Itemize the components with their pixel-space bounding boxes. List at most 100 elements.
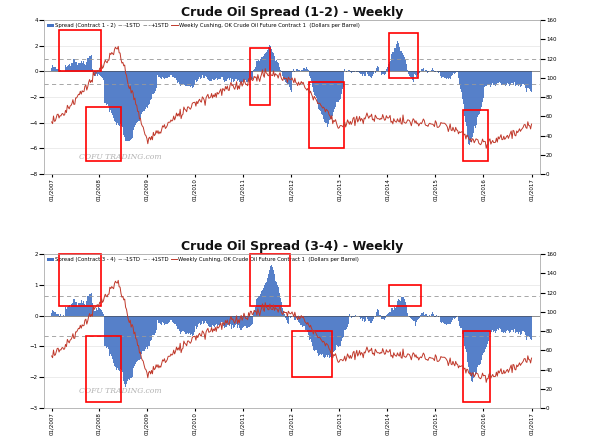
Bar (259, 61, 260, 71)
Bar (284, 71, 285, 80)
Bar (274, 56, 275, 71)
Bar (321, 71, 322, 114)
Bar (257, 298, 258, 316)
Bar (410, 316, 411, 318)
Bar (283, 311, 284, 316)
Bar (421, 313, 422, 316)
Bar (351, 316, 352, 318)
Bar (342, 71, 343, 89)
Bar (467, 316, 468, 362)
Bar (455, 316, 456, 318)
Bar (255, 65, 257, 71)
Bar (415, 71, 417, 74)
Bar (327, 316, 329, 355)
Bar (372, 316, 373, 322)
Bar (457, 71, 458, 72)
Bar (187, 316, 188, 333)
Bar (153, 71, 154, 94)
Bar (122, 71, 123, 127)
Bar (427, 71, 428, 73)
Bar (261, 291, 262, 316)
Bar (427, 316, 428, 318)
Bar (172, 316, 173, 322)
Bar (94, 71, 96, 76)
Bar (382, 316, 383, 319)
Bar (268, 47, 270, 71)
Bar (293, 69, 294, 71)
Bar (352, 71, 353, 72)
Bar (228, 71, 229, 78)
Bar (138, 316, 139, 360)
Bar (475, 316, 476, 375)
Bar (280, 298, 281, 316)
Bar (385, 316, 386, 318)
Bar (63, 315, 64, 316)
Bar (60, 314, 61, 316)
Bar (431, 70, 432, 71)
Bar (460, 316, 461, 328)
Bar (272, 52, 273, 71)
Bar (138, 71, 139, 121)
Bar (250, 316, 251, 326)
Bar (152, 316, 153, 335)
Bar (246, 316, 247, 328)
Bar (359, 71, 360, 73)
Bar (182, 316, 183, 330)
Bar (326, 316, 327, 355)
Bar (200, 71, 201, 79)
Bar (70, 66, 71, 71)
Bar (78, 62, 79, 71)
Bar (348, 316, 349, 324)
Bar (201, 316, 202, 324)
Bar (398, 43, 399, 71)
Bar (436, 315, 437, 316)
Bar (309, 71, 310, 76)
Bar (190, 71, 191, 87)
Bar (211, 71, 212, 81)
Bar (156, 316, 158, 320)
Bar (171, 316, 172, 320)
Bar (130, 316, 131, 378)
Bar (478, 71, 479, 115)
Bar (398, 299, 399, 316)
Bar (446, 71, 447, 79)
Bar (86, 301, 87, 316)
Bar (248, 71, 249, 81)
Bar (177, 71, 178, 83)
Bar (260, 294, 261, 316)
Bar (317, 316, 319, 353)
Bar (340, 71, 342, 94)
Bar (265, 53, 266, 71)
Title: Crude Oil Spread (1-2) - Weekly: Crude Oil Spread (1-2) - Weekly (181, 6, 403, 19)
Bar (188, 316, 189, 334)
Bar (244, 316, 245, 326)
Bar (522, 71, 523, 84)
Bar (112, 71, 113, 115)
Bar (443, 71, 444, 77)
Bar (73, 299, 74, 316)
Bar (323, 71, 324, 119)
Bar (461, 71, 462, 92)
Bar (523, 71, 524, 84)
Bar (290, 71, 291, 91)
Bar (237, 71, 238, 81)
Bar (334, 71, 335, 109)
Bar (56, 69, 57, 71)
Bar (388, 313, 389, 316)
Bar (307, 316, 308, 332)
Bar (229, 316, 230, 326)
Bar (397, 301, 398, 316)
Bar (158, 316, 159, 323)
Bar (384, 316, 385, 320)
Bar (530, 71, 531, 91)
Bar (182, 71, 183, 84)
Bar (396, 306, 397, 316)
Bar (511, 71, 512, 83)
Bar (230, 71, 231, 78)
Bar (448, 316, 449, 324)
Bar (51, 67, 52, 71)
Bar (240, 71, 241, 83)
Bar (86, 62, 87, 71)
Bar (420, 70, 421, 71)
Bar (392, 52, 394, 71)
